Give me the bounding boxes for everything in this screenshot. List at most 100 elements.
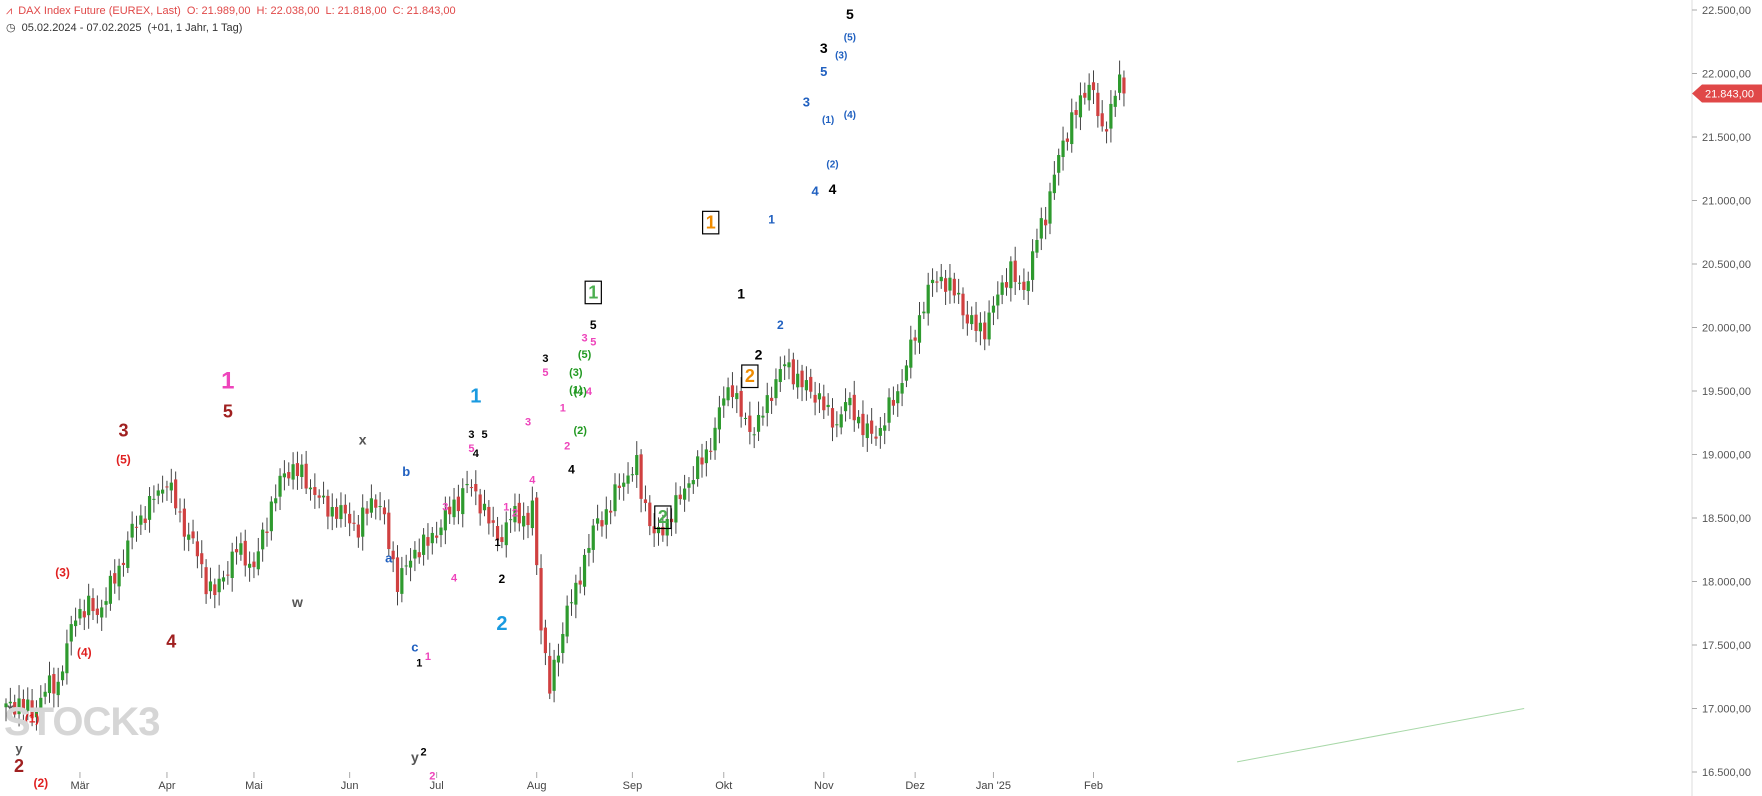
candle	[261, 522, 265, 562]
candle	[487, 500, 491, 535]
svg-text:y: y	[411, 749, 419, 765]
candle	[156, 483, 160, 505]
low-value: L: 21.818,00	[325, 5, 387, 17]
candle	[308, 479, 313, 501]
candle	[574, 574, 578, 619]
y-tick-label: 19.500,00	[1702, 386, 1751, 398]
svg-text:5: 5	[846, 6, 854, 22]
wave-label: 1	[737, 285, 745, 301]
candle	[178, 498, 182, 523]
wave-label: (3)	[835, 50, 847, 61]
candle	[422, 528, 426, 566]
wave-label: 5	[481, 429, 487, 441]
candle	[674, 482, 678, 534]
candle	[817, 383, 822, 413]
wave-label: 5	[820, 64, 827, 79]
svg-text:w: w	[291, 594, 303, 610]
candle	[82, 599, 86, 631]
candle	[182, 498, 186, 551]
svg-text:2: 2	[421, 746, 427, 758]
x-tick-label: Jan '25	[976, 780, 1011, 792]
candle	[561, 622, 565, 664]
candle	[874, 425, 878, 446]
svg-text:5: 5	[223, 402, 233, 422]
svg-text:5: 5	[820, 64, 827, 79]
candle	[274, 484, 278, 512]
candle	[957, 278, 961, 304]
clock-icon[interactable]: ◷	[6, 22, 16, 34]
candle	[696, 450, 700, 487]
svg-text:a: a	[385, 550, 393, 565]
candle	[408, 548, 413, 582]
candle	[752, 427, 756, 449]
svg-text:3: 3	[820, 40, 828, 56]
wave-label: 2	[421, 746, 427, 758]
candle	[922, 301, 926, 320]
candle	[282, 460, 286, 491]
candle	[465, 470, 469, 494]
candle	[948, 263, 952, 304]
candle	[609, 500, 613, 525]
candle	[356, 514, 360, 548]
candle	[987, 300, 991, 346]
candle	[830, 398, 835, 442]
candle	[200, 540, 204, 579]
candle	[313, 473, 317, 509]
candle	[404, 554, 408, 576]
candle	[1104, 121, 1109, 144]
candle	[887, 388, 891, 432]
wave-label: (2)	[826, 159, 838, 170]
candle	[1078, 82, 1083, 131]
candle	[187, 522, 191, 552]
candle	[883, 412, 887, 445]
trend-line[interactable]	[1236, 708, 1525, 763]
candle	[430, 527, 434, 555]
candle	[191, 519, 195, 544]
candle	[857, 410, 861, 429]
candle	[461, 478, 465, 528]
svg-text:3: 3	[803, 95, 810, 110]
candle	[596, 504, 600, 531]
candle	[565, 595, 569, 644]
svg-text:2: 2	[745, 366, 755, 386]
candle	[265, 517, 269, 547]
y-tick-label: 18.500,00	[1702, 513, 1751, 525]
wave-label: 5	[590, 318, 597, 332]
candle	[978, 312, 982, 346]
candle	[1122, 70, 1126, 107]
svg-text:1: 1	[560, 402, 566, 414]
candle	[852, 380, 856, 432]
candle	[1074, 101, 1078, 129]
wave-label: (5)	[578, 349, 592, 361]
svg-text:c: c	[411, 639, 418, 654]
candle	[843, 388, 848, 422]
candle	[56, 667, 60, 708]
candle	[26, 687, 30, 721]
svg-text:(1): (1)	[569, 385, 583, 397]
svg-text:x: x	[359, 431, 367, 447]
wave-label: (4)	[573, 386, 587, 398]
wave-label: (5)	[116, 452, 131, 466]
candle	[509, 508, 513, 533]
svg-text:1: 1	[470, 385, 481, 407]
candle	[413, 541, 417, 572]
price-axis[interactable]: 16.500,00 17.000,00 17.500,00 18.000,00 18.5…	[1691, 0, 1751, 796]
svg-text:(2): (2)	[573, 425, 587, 437]
candle	[504, 511, 508, 558]
wave-label: 1	[416, 658, 422, 670]
time-axis[interactable]: Mär Apr Mai Jun Jul Aug Sep Okt Nov Dez Jan '25 Feb	[70, 772, 1103, 792]
candle	[482, 489, 487, 517]
chart-type-icon[interactable]: ⩘	[6, 5, 13, 17]
wave-label: x	[359, 431, 367, 447]
candle	[4, 698, 8, 722]
svg-text:(3): (3)	[835, 50, 847, 61]
svg-text:4: 4	[529, 475, 536, 487]
wave-label: 2	[755, 346, 763, 362]
wave-label: 4	[451, 573, 458, 585]
svg-text:2: 2	[512, 508, 518, 520]
wave-label: 3	[581, 332, 587, 344]
candle	[343, 494, 347, 527]
candle	[1026, 271, 1030, 305]
high-value: H: 22.038,00	[256, 5, 320, 17]
